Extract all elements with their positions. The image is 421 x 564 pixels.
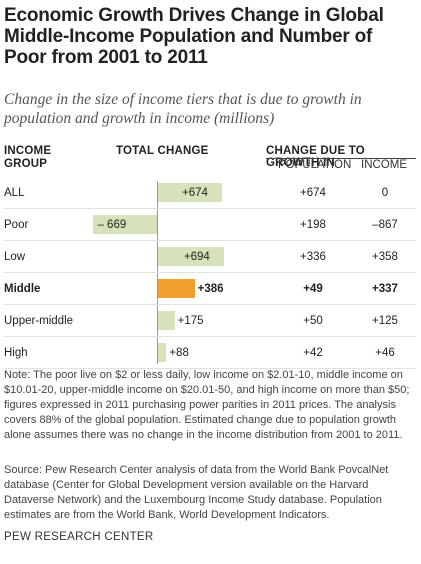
income-change-value: –867 <box>372 219 398 231</box>
header-income-group-line2: GROUP <box>4 158 48 170</box>
income-change-value: 0 <box>381 187 389 199</box>
total-change-bar <box>158 247 224 266</box>
chart-note: Note: The poor live on $2 or less daily,… <box>4 369 410 441</box>
population-change-value: +50 <box>303 315 323 327</box>
category-label: Upper-middle <box>4 315 74 327</box>
header-income: INCOME <box>361 159 407 171</box>
total-change-bar <box>158 311 175 330</box>
population-change-value: +42 <box>303 347 323 359</box>
total-change-bar <box>158 183 222 202</box>
header-income-group-line1: INCOME <box>4 145 52 157</box>
category-label: Low <box>4 251 26 263</box>
row-divider <box>4 368 416 369</box>
row-divider <box>4 304 416 305</box>
total-change-label: +175 <box>177 315 204 327</box>
chart-source: Source: Pew Research Center analysis of … <box>4 464 389 521</box>
population-change-value: +49 <box>303 283 323 295</box>
total-change-bar <box>158 343 167 362</box>
row-divider <box>4 208 416 209</box>
income-change-value: +46 <box>375 347 395 359</box>
row-divider <box>4 240 416 241</box>
header-population: POPULATION <box>278 159 352 171</box>
income-change-value: +337 <box>372 283 398 295</box>
income-change-value: +358 <box>372 251 398 263</box>
income-change-value: +125 <box>372 315 398 327</box>
header-underline <box>266 158 416 159</box>
total-change-bar <box>158 279 195 298</box>
row-divider <box>4 336 416 337</box>
total-change-label: +386 <box>197 283 224 295</box>
header-total-change: TOTAL CHANGE <box>116 145 209 157</box>
chart-subtitle: Change in the size of income tiers that … <box>4 91 362 127</box>
category-label: ALL <box>4 187 25 199</box>
category-label: Poor <box>4 219 29 231</box>
population-change-value: +674 <box>300 187 326 199</box>
category-label: Middle <box>4 283 41 295</box>
total-change-bar <box>93 215 157 234</box>
population-change-value: +198 <box>300 219 326 231</box>
total-change-label: +674 <box>182 187 208 199</box>
header-change-due-to-growth: CHANGE DUE TO GROWTH IN <box>266 145 365 169</box>
total-change-label: +694 <box>183 251 210 263</box>
brand-label: PEW RESEARCH CENTER <box>4 531 154 543</box>
row-divider <box>4 272 416 273</box>
total-change-label: – 669 <box>97 219 127 231</box>
category-label: High <box>4 347 28 359</box>
chart-title: Economic Growth Drives Change in Global … <box>4 5 384 68</box>
population-change-value: +336 <box>300 251 326 263</box>
total-change-label: +88 <box>169 347 189 359</box>
